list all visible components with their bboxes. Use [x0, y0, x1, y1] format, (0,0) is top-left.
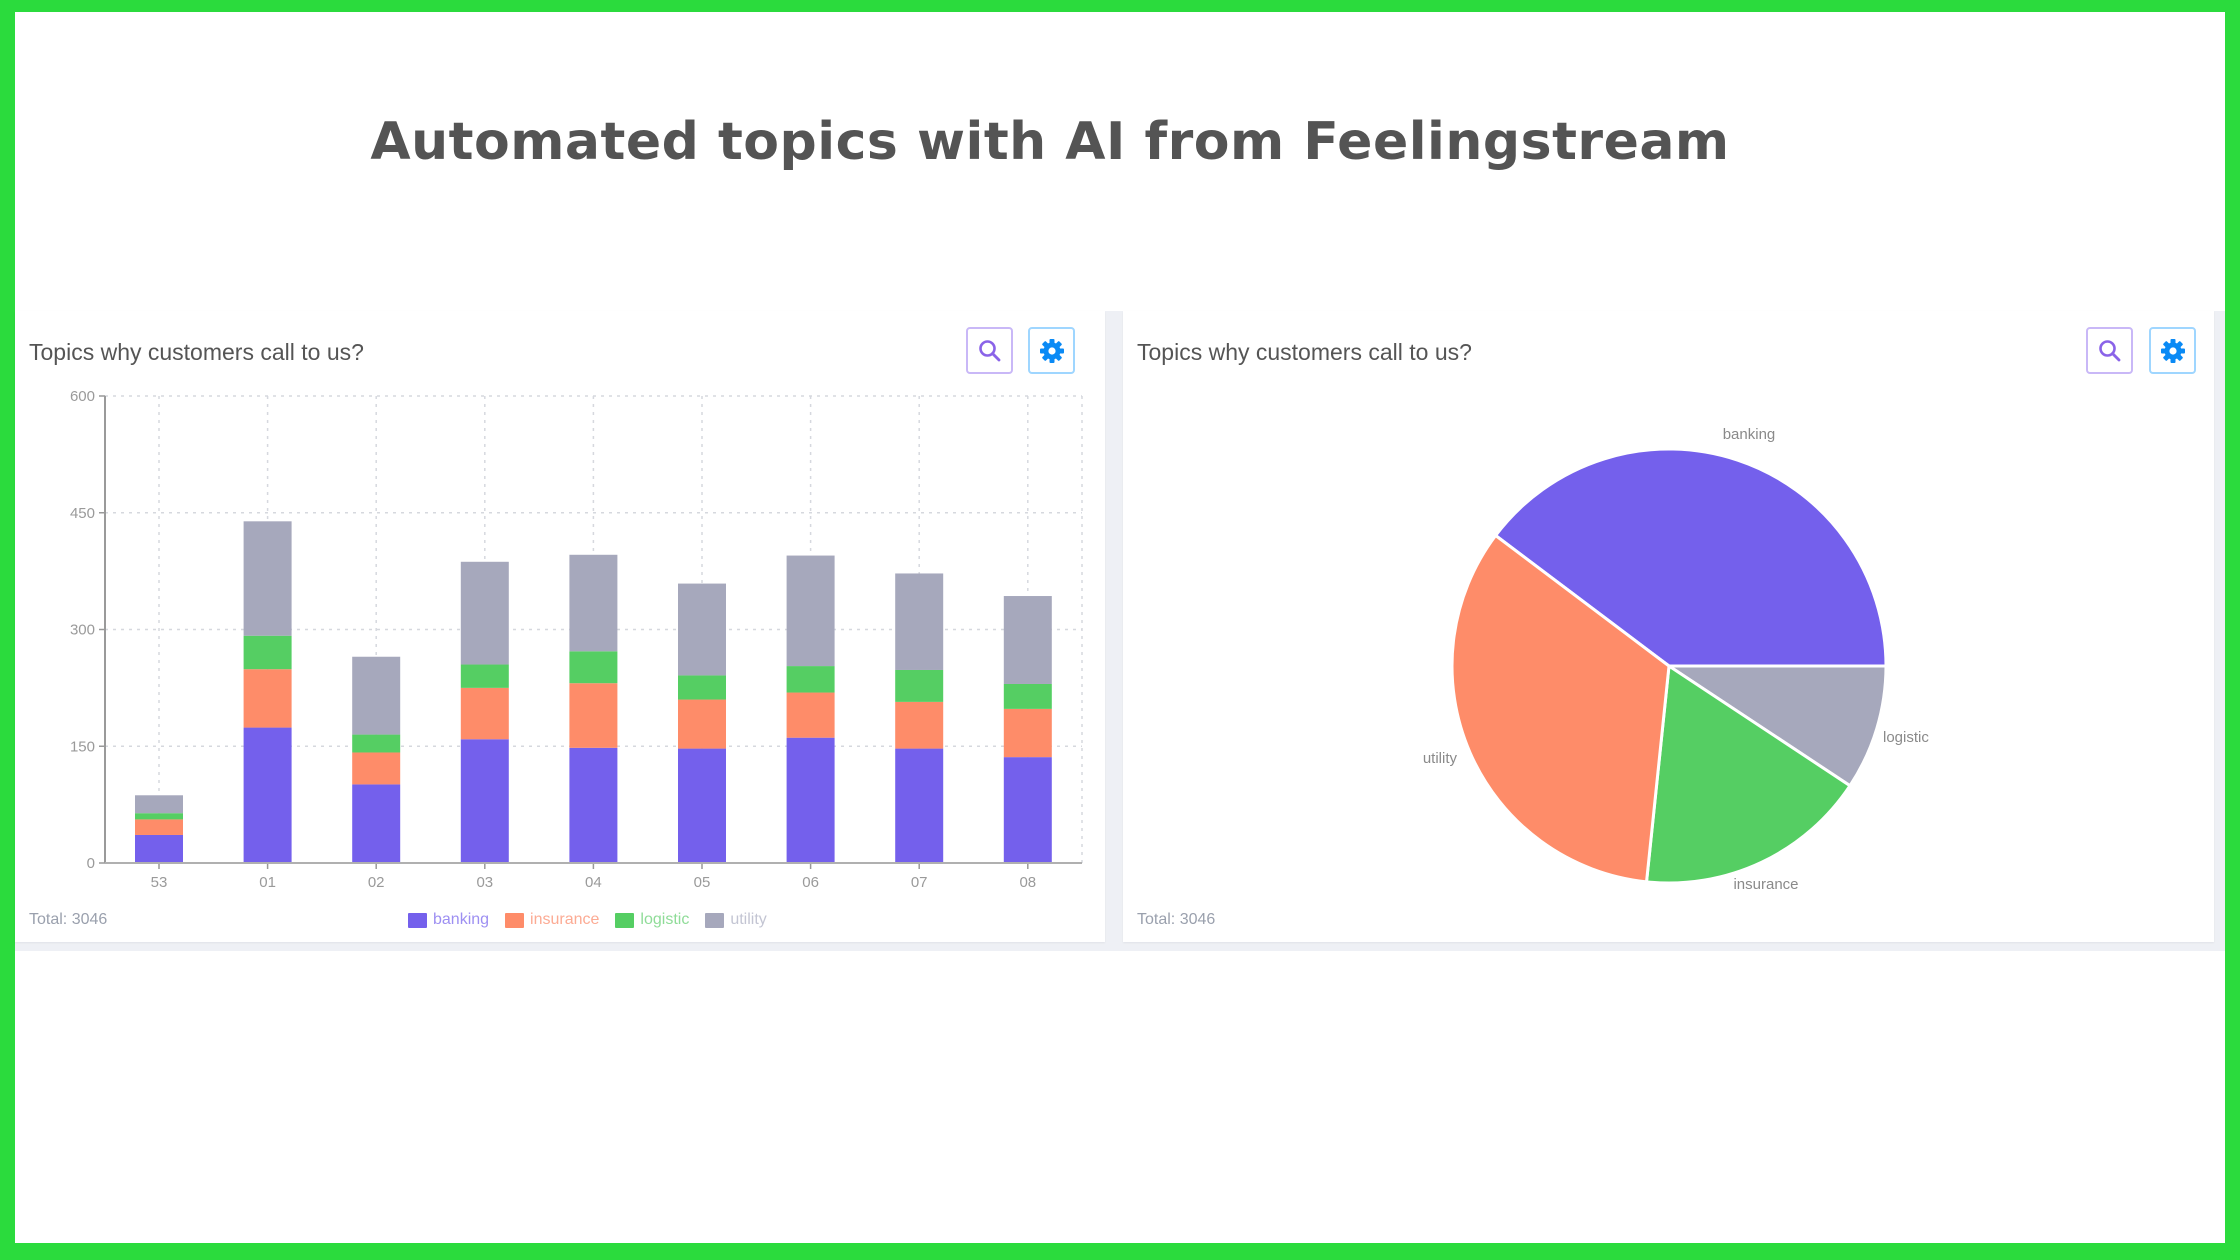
legend-label: utility [730, 911, 767, 928]
panel-title: Topics why customers call to us? [29, 339, 364, 365]
bar-segment-insurance[interactable] [135, 819, 183, 835]
bar-stack-04[interactable] [569, 554, 618, 863]
legend-swatch [615, 912, 635, 928]
bar-stack-01[interactable] [243, 521, 292, 863]
panel-title: Topics why customers call to us? [1137, 339, 1472, 365]
bar-stack-53[interactable] [135, 795, 183, 863]
total-count: Total: 3046 [1137, 911, 1216, 928]
x-tick-label: 04 [585, 874, 602, 891]
pie-label-utility: utility [1423, 750, 1458, 767]
bar-segment-utility[interactable] [243, 521, 292, 636]
bar-segment-logistic[interactable] [352, 734, 401, 753]
bar-segment-utility[interactable] [569, 554, 618, 652]
legend-label: logistic [640, 911, 690, 928]
bar-segment-banking[interactable] [460, 739, 509, 863]
search-button[interactable] [966, 327, 1013, 374]
y-tick-label: 600 [70, 388, 95, 405]
page-title: Automated topics with AI from Feelingstr… [370, 112, 1730, 172]
bar-segment-insurance[interactable] [1003, 708, 1052, 758]
pie-slice-insurance[interactable] [1644, 663, 1853, 885]
pie-label-banking: banking [1723, 426, 1776, 443]
x-tick-label: 06 [802, 874, 819, 891]
x-tick-label: 02 [368, 874, 385, 891]
x-tick-label: 07 [911, 874, 928, 891]
bar-segment-utility[interactable] [1003, 596, 1052, 684]
gear-icon [1039, 338, 1064, 363]
pie-slice-utility[interactable] [1450, 533, 1671, 884]
pie-slice-banking[interactable] [1493, 447, 1888, 668]
bar-stack-03[interactable] [460, 561, 509, 863]
pie-label-insurance: insurance [1733, 876, 1798, 893]
bar-segment-logistic[interactable] [135, 813, 183, 820]
settings-button[interactable] [1028, 327, 1075, 374]
bar-segment-logistic[interactable] [678, 675, 726, 700]
bar-segment-logistic[interactable] [243, 635, 292, 670]
bar-stack-02[interactable] [352, 656, 401, 863]
bar-stack-05[interactable] [678, 583, 726, 863]
x-tick-label: 05 [694, 874, 711, 891]
bar-segment-utility[interactable] [352, 656, 401, 735]
bar-segment-logistic[interactable] [460, 664, 509, 688]
search-icon [978, 339, 1000, 361]
total-count: Total: 3046 [29, 911, 108, 928]
legend-item-insurance[interactable]: insurance [505, 911, 599, 929]
x-tick-label: 08 [1019, 874, 1036, 891]
pie-chart-panel: Topics why customers call to us? banking… [1123, 311, 2214, 942]
bar-segment-logistic[interactable] [1003, 683, 1052, 709]
bar-segment-logistic[interactable] [786, 666, 835, 693]
legend-swatch [505, 912, 525, 928]
pie-label-logistic: logistic [1883, 729, 1929, 746]
legend-item-logistic[interactable]: logistic [615, 911, 689, 929]
legend-item-banking[interactable]: banking [408, 911, 489, 929]
bar-segment-banking[interactable] [135, 834, 183, 863]
pie-slice-logistic[interactable] [1664, 664, 1888, 788]
bar-chart-panel: Topics why customers call to us? 0 150 300… [15, 311, 1105, 942]
stacked-bar-chart: 0 150 300 450 600 53 01 02 03 04 05 06 07 08 [70, 388, 1083, 891]
chart-legend: banking insurance logistic utility [408, 911, 767, 929]
x-tick-label: 53 [151, 874, 168, 891]
bar-segment-logistic[interactable] [569, 651, 618, 684]
y-tick-label: 0 [87, 855, 95, 872]
bar-segment-insurance[interactable] [460, 687, 509, 740]
bar-stack-08[interactable] [1003, 596, 1052, 863]
settings-button[interactable] [2149, 327, 2196, 374]
x-tick-label: 03 [476, 874, 493, 891]
legend-label: banking [433, 911, 490, 928]
legend-item-utility[interactable]: utility [705, 911, 767, 929]
bar-segment-insurance[interactable] [569, 683, 618, 748]
bar-segment-insurance[interactable] [352, 752, 401, 785]
bar-segment-banking[interactable] [569, 747, 618, 863]
bar-stack-07[interactable] [895, 573, 944, 863]
bar-segment-banking[interactable] [352, 784, 401, 863]
bar-segment-banking[interactable] [895, 748, 944, 863]
gear-icon [2160, 338, 2185, 363]
legend-label: insurance [530, 911, 600, 928]
search-icon [2098, 339, 2120, 361]
bar-segment-insurance[interactable] [786, 692, 835, 738]
bar-segment-insurance[interactable] [243, 669, 292, 728]
pie-chart: banking logistic insurance utility [1423, 426, 1930, 893]
bar-segment-banking[interactable] [243, 727, 292, 863]
bar-segment-insurance[interactable] [895, 701, 944, 749]
bar-segment-utility[interactable] [895, 573, 944, 670]
bar-segment-utility[interactable] [678, 583, 726, 676]
bar-segment-banking[interactable] [786, 737, 835, 863]
bar-segment-logistic[interactable] [895, 669, 944, 702]
bar-segment-utility[interactable] [135, 795, 183, 814]
y-tick-label: 450 [70, 505, 95, 522]
search-button[interactable] [2086, 327, 2133, 374]
bar-segment-utility[interactable] [460, 561, 509, 665]
bar-stack-06[interactable] [786, 555, 835, 863]
y-tick-label: 300 [70, 622, 95, 639]
legend-swatch [705, 912, 725, 928]
bar-segment-utility[interactable] [786, 555, 835, 667]
bar-segment-insurance[interactable] [678, 699, 726, 749]
legend-swatch [408, 912, 427, 928]
bar-segment-banking[interactable] [678, 748, 726, 863]
x-tick-label: 01 [259, 874, 276, 891]
bar-segment-banking[interactable] [1003, 757, 1052, 863]
y-tick-label: 150 [70, 738, 95, 755]
